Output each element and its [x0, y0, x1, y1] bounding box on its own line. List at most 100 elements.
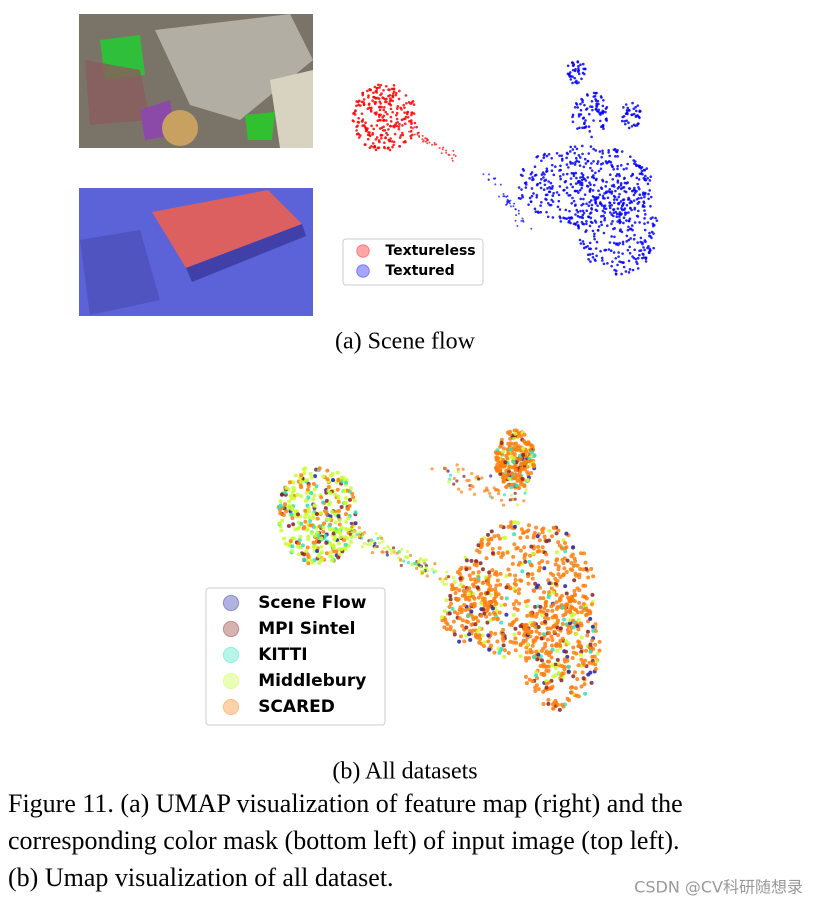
scatter-point [284, 509, 289, 514]
scatter-point [600, 215, 603, 218]
scatter-point [530, 679, 535, 684]
scatter-point [572, 64, 575, 67]
scatter-point [619, 164, 623, 167]
scatter-point [587, 204, 591, 208]
scatter-point [586, 159, 590, 163]
scatter-point [398, 89, 401, 93]
scatter-point [622, 261, 625, 264]
scatter-point [525, 477, 530, 482]
scatter-point [298, 494, 303, 499]
scatter-point [561, 671, 566, 676]
scatter-point [640, 172, 643, 175]
scatter-point [392, 87, 396, 91]
scatter-point [513, 468, 518, 473]
scatter-point [648, 179, 652, 182]
scatter-point [589, 247, 593, 251]
scatter-point [647, 244, 650, 248]
scatter-point [336, 541, 341, 546]
scatter-point [547, 528, 552, 533]
scatter-point [591, 229, 595, 233]
scatter-point [636, 256, 640, 260]
scatter-point [392, 143, 395, 147]
scatter-point [485, 591, 490, 596]
scatter-point [523, 491, 527, 495]
scatter-point [649, 217, 653, 220]
scatter-point [533, 624, 538, 629]
scatter-point [612, 208, 615, 211]
scatter-point [486, 488, 490, 492]
scatter-point [511, 602, 516, 607]
scatter-point [588, 616, 593, 621]
scatter-point [571, 625, 576, 630]
scatter-point [562, 173, 565, 176]
scatter-point [525, 535, 530, 540]
scatter-point [514, 617, 519, 622]
scatter-point [391, 99, 394, 103]
scatter-point [623, 176, 626, 180]
scatter-point [476, 619, 481, 624]
scatter-point [547, 653, 552, 658]
scatter-point [540, 527, 545, 532]
scatter-point [284, 486, 289, 491]
scatter-point [581, 583, 586, 588]
scatter-point [594, 107, 598, 111]
scatter-point [546, 538, 551, 543]
scatter-point [552, 173, 556, 177]
scatter-point [545, 608, 550, 613]
scatter-point [590, 203, 594, 207]
scatter-point [391, 110, 394, 114]
scatter-point [582, 607, 587, 612]
scatter-point [457, 616, 462, 621]
scatter-point [498, 524, 503, 529]
scatter-point [554, 615, 559, 620]
scatter-point [597, 102, 600, 106]
scatter-point [645, 167, 649, 170]
scatter-point [577, 600, 582, 605]
scatter-point [590, 638, 595, 643]
scatter-point [572, 174, 576, 178]
scatter-point [424, 140, 427, 143]
scatter-point [385, 553, 389, 557]
scatter-point [343, 547, 348, 552]
scatter-point [391, 546, 396, 550]
legend-label: KITTI [258, 645, 307, 665]
scatter-point [550, 169, 554, 173]
scatter-point [467, 586, 472, 591]
scatter-point [554, 622, 559, 627]
scatter-point [576, 189, 579, 193]
scatter-point [611, 165, 614, 169]
scatter-point [455, 463, 459, 467]
scatter-point [526, 631, 531, 636]
scatter-point [582, 662, 587, 667]
scatter-point [441, 580, 445, 584]
scatter-point [542, 176, 545, 179]
scatter-point [522, 459, 527, 464]
scatter-point [512, 632, 517, 637]
scatter-point [554, 558, 559, 563]
scatter-point [444, 598, 449, 603]
scatter-point [333, 520, 338, 525]
scatter-point [307, 509, 312, 514]
scatter-point [619, 228, 622, 231]
scatter-point [550, 663, 555, 668]
scatter-point [374, 148, 378, 152]
scatter-point [392, 92, 395, 95]
scatter-point [535, 657, 540, 662]
scatter-point [367, 102, 371, 106]
scatter-point [410, 562, 414, 567]
scatter-point [521, 446, 526, 451]
scatter-point [596, 204, 599, 208]
scatter-point [620, 207, 623, 210]
scatter-point [342, 489, 347, 494]
scatter-point [588, 200, 591, 204]
scatter-point [599, 201, 602, 204]
scatter-point [647, 192, 650, 196]
scatter-point [632, 256, 636, 260]
scatter-point [296, 512, 301, 517]
scatter-point [548, 190, 552, 194]
scatter-point [394, 122, 398, 125]
scatter-point [442, 625, 447, 630]
scatter-point [305, 526, 310, 531]
scatter-point [544, 685, 549, 690]
scatter-point [533, 604, 538, 609]
